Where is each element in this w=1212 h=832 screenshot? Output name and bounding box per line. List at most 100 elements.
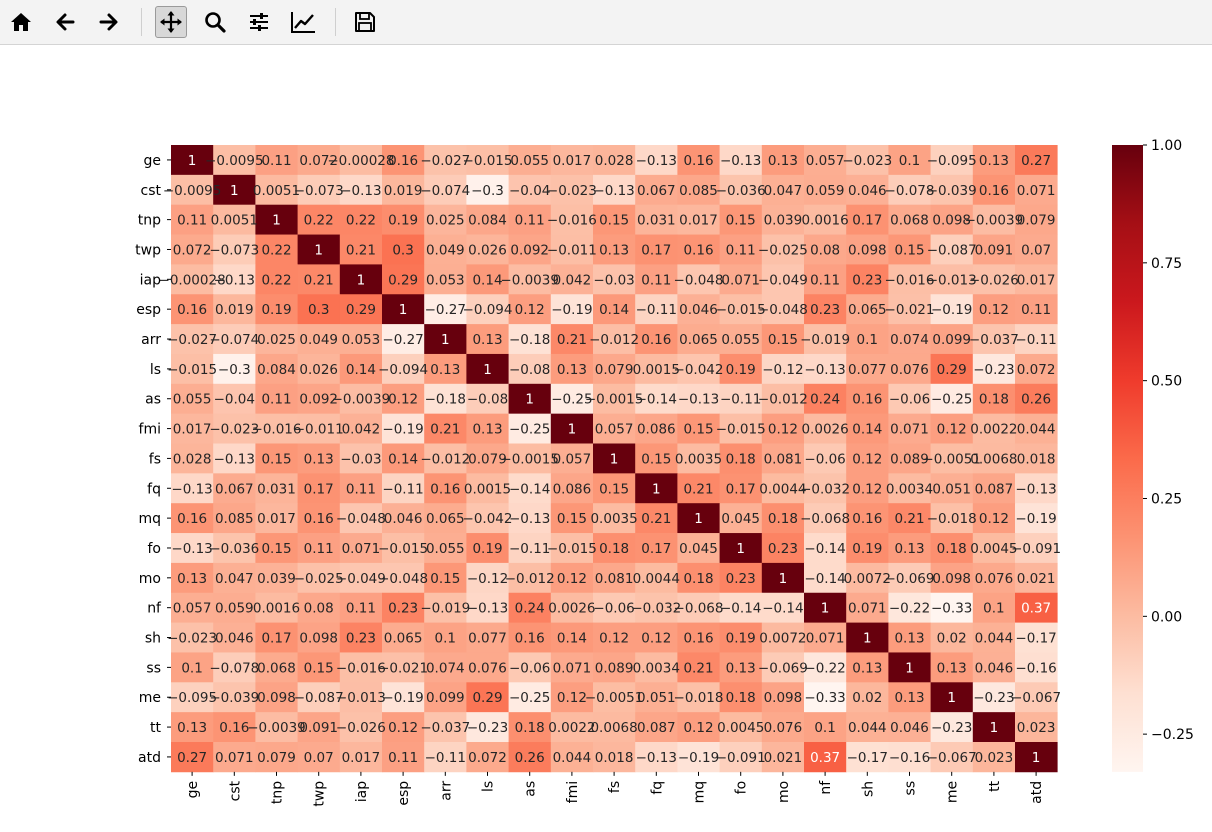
heatmap-cell xyxy=(213,204,256,235)
heatmap-cell xyxy=(846,712,889,743)
heatmap-cell xyxy=(255,294,298,325)
heatmap-cell xyxy=(213,234,256,265)
y-tick-label: arr xyxy=(141,332,161,348)
cell-value-label: −0.13 xyxy=(467,601,508,617)
heatmap-cell xyxy=(677,145,720,176)
heatmap-cell xyxy=(550,503,594,534)
cell-value-label: 0.14 xyxy=(599,302,629,318)
heatmap-cell xyxy=(1015,622,1058,653)
heatmap-cell xyxy=(972,294,1016,325)
cell-value-label: 0.02 xyxy=(852,690,882,706)
heatmap-cell xyxy=(635,145,678,176)
heatmap-cell xyxy=(804,622,847,653)
heatmap-cell xyxy=(888,264,931,295)
cell-value-label: 0.023 xyxy=(975,750,1014,766)
cell-value-label: 0.13 xyxy=(894,631,924,647)
cell-value-label: −0.037 xyxy=(969,332,1019,348)
cell-value-label: −0.0051 xyxy=(922,451,981,467)
heatmap-cell xyxy=(930,324,974,355)
cell-value-label: −0.018 xyxy=(674,690,724,706)
heatmap-cell xyxy=(761,174,805,206)
cell-value-label: 0.15 xyxy=(768,332,798,348)
cell-value-label: −0.03 xyxy=(340,451,381,467)
cell-value-label: 0.098 xyxy=(257,690,296,706)
y-tick-label: twp xyxy=(135,242,161,258)
cell-value-label: 0.067 xyxy=(637,183,676,199)
cell-value-label: 0.18 xyxy=(726,690,756,706)
edit-axis-button[interactable] xyxy=(287,6,319,38)
cell-value-label: 0.023 xyxy=(1017,720,1056,736)
cell-value-label: 0.089 xyxy=(890,451,929,467)
heatmap-cell xyxy=(761,294,805,325)
heatmap-cell xyxy=(550,413,594,444)
heatmap-cell xyxy=(888,473,931,504)
cell-value-label: 0.025 xyxy=(257,332,296,348)
home-button[interactable] xyxy=(5,6,37,38)
heatmap-cell xyxy=(255,712,298,743)
heatmap-cell xyxy=(550,473,594,504)
heatmap-cell xyxy=(888,204,931,235)
cell-value-label: 0.17 xyxy=(726,481,756,497)
colorbar-tick-label: 0.25 xyxy=(1151,491,1182,507)
heatmap-cell xyxy=(719,145,763,176)
cell-value-label: 0.15 xyxy=(557,511,587,527)
heatmap-cell xyxy=(508,443,552,474)
cell-value-label: −0.00028 xyxy=(327,153,394,169)
cell-value-label: 0.21 xyxy=(346,242,376,258)
heatmap-cell xyxy=(677,592,720,623)
forward-button[interactable] xyxy=(93,6,125,38)
heatmap-cell xyxy=(339,174,383,206)
cell-value-label: −0.073 xyxy=(294,183,344,199)
save-button[interactable] xyxy=(349,6,381,38)
cell-value-label: −0.016 xyxy=(252,422,302,438)
heatmap-cell xyxy=(593,413,636,444)
cell-value-label: 0.12 xyxy=(388,392,418,408)
cell-value-label: 1 xyxy=(1032,750,1041,766)
heatmap-cell xyxy=(550,652,594,683)
heatmap-cell xyxy=(635,383,678,415)
heatmap-cell xyxy=(972,234,1016,265)
heatmap-cell xyxy=(508,174,552,206)
cell-value-label: 0.23 xyxy=(388,601,418,617)
zoom-button[interactable] xyxy=(199,6,231,38)
heatmap-cell xyxy=(171,174,214,206)
cell-value-label: −0.011 xyxy=(547,242,597,258)
heatmap-cell xyxy=(846,622,889,653)
heatmap-cell xyxy=(719,712,763,743)
cell-value-label: 1 xyxy=(736,541,745,557)
cell-value-label: 0.13 xyxy=(852,660,882,676)
cell-value-label: 0.13 xyxy=(304,451,334,467)
cell-value-label: 0.081 xyxy=(764,451,803,467)
heatmap-cell xyxy=(719,533,763,564)
heatmap-cell xyxy=(719,174,763,206)
heatmap-cell xyxy=(550,443,594,474)
cell-value-label: −0.04 xyxy=(509,183,550,199)
heatmap-cell xyxy=(339,383,383,415)
cell-value-label: −0.013 xyxy=(336,690,386,706)
cell-value-label: 0.045 xyxy=(679,541,718,557)
cell-value-label: 0.1 xyxy=(899,153,920,169)
cell-value-label: 0.076 xyxy=(764,720,803,736)
heatmap-cell xyxy=(339,413,383,444)
heatmap-cell xyxy=(171,324,214,355)
heatmap-cell xyxy=(213,533,256,564)
heatmap-cell xyxy=(1015,234,1058,265)
pan-button[interactable] xyxy=(155,6,187,38)
cell-value-label: 0.072 xyxy=(468,750,507,766)
y-tick-label: mo xyxy=(139,571,161,587)
cell-value-label: −0.027 xyxy=(167,332,217,348)
x-tick-label: fmi xyxy=(565,781,581,803)
cell-value-label: 0.0044 xyxy=(633,571,680,587)
heatmap-cell xyxy=(593,652,636,683)
heatmap-cell xyxy=(1015,443,1058,474)
colorbar-tick-label: 0.50 xyxy=(1151,374,1182,390)
cell-value-label: 0.071 xyxy=(721,272,760,288)
heatmap-cell xyxy=(339,353,383,385)
configure-subplots-button[interactable] xyxy=(243,6,275,38)
cell-value-label: 0.098 xyxy=(932,213,971,229)
back-button[interactable] xyxy=(49,6,81,38)
heatmap-cell xyxy=(466,353,509,385)
cell-value-label: 0.0045 xyxy=(970,541,1017,557)
cell-value-label: −0.14 xyxy=(804,541,845,557)
